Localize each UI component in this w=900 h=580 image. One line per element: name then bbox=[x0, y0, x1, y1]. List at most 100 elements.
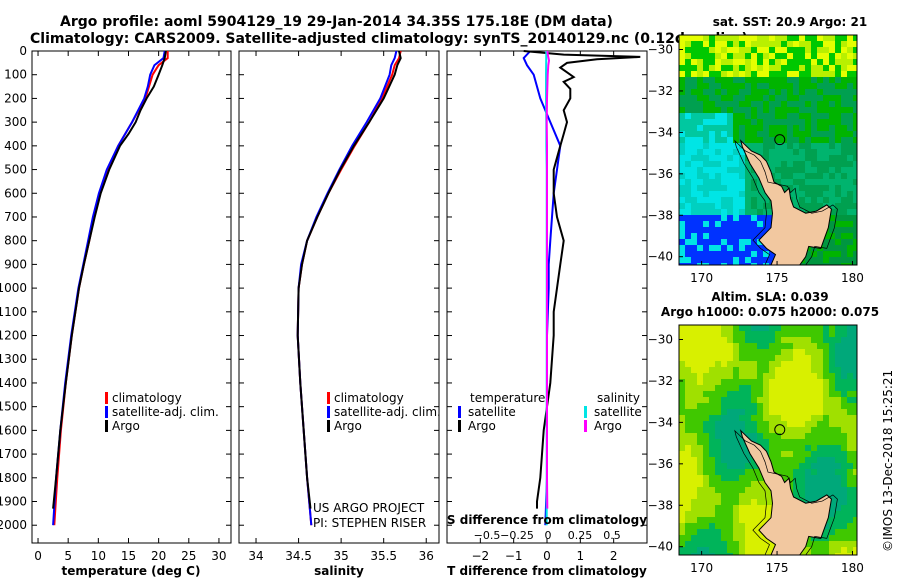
map-cell bbox=[739, 71, 745, 77]
map-cell bbox=[763, 101, 769, 107]
map-cell bbox=[685, 203, 691, 209]
map-cell bbox=[757, 505, 763, 511]
map-cell bbox=[781, 331, 787, 337]
map-cell bbox=[823, 547, 829, 553]
map-cell bbox=[841, 245, 847, 251]
map-cell bbox=[679, 481, 685, 487]
map-cell bbox=[733, 547, 739, 553]
map-cell bbox=[715, 487, 721, 493]
depth-tick-label: 1100 bbox=[0, 305, 27, 319]
map-cell bbox=[715, 499, 721, 505]
map-cell bbox=[781, 83, 787, 89]
map-cell bbox=[781, 463, 787, 469]
map-cell bbox=[757, 131, 763, 137]
map-cell bbox=[811, 553, 817, 555]
map-cell bbox=[811, 547, 817, 553]
map-cell bbox=[799, 457, 805, 463]
map-cell bbox=[733, 373, 739, 379]
map-cell bbox=[715, 83, 721, 89]
map-cell bbox=[733, 535, 739, 541]
map-cell bbox=[841, 197, 847, 203]
map-cell bbox=[751, 35, 757, 41]
map-cell bbox=[853, 421, 857, 427]
map-cell bbox=[799, 415, 805, 421]
map-cell bbox=[727, 499, 733, 505]
map-cell bbox=[703, 191, 709, 197]
map-cell bbox=[703, 403, 709, 409]
map-cell bbox=[841, 83, 847, 89]
map-cell bbox=[805, 65, 811, 71]
map-cell bbox=[793, 421, 799, 427]
map-cell bbox=[853, 215, 857, 221]
map-cell bbox=[757, 233, 763, 239]
map-cell bbox=[805, 451, 811, 457]
map-cell bbox=[847, 95, 853, 101]
map-cell bbox=[841, 337, 847, 343]
map-cell bbox=[847, 355, 853, 361]
map-cell bbox=[793, 403, 799, 409]
map-cell bbox=[739, 337, 745, 343]
map-cell bbox=[685, 541, 691, 547]
map-cell bbox=[835, 95, 841, 101]
map-cell bbox=[829, 445, 835, 451]
map-cell bbox=[691, 511, 697, 517]
map-cell bbox=[739, 95, 745, 101]
map-cell bbox=[829, 409, 835, 415]
map-cell bbox=[811, 373, 817, 379]
map-cell bbox=[817, 143, 823, 149]
map-cell bbox=[715, 77, 721, 83]
map-cell bbox=[721, 343, 727, 349]
map-cell bbox=[745, 415, 751, 421]
map-cell bbox=[739, 439, 745, 445]
map-cell bbox=[769, 47, 775, 53]
map-cell bbox=[853, 451, 857, 457]
map-cell bbox=[691, 367, 697, 373]
map-cell bbox=[739, 191, 745, 197]
map-cell bbox=[841, 71, 847, 77]
bathymetry-contour bbox=[734, 429, 838, 555]
map-cell bbox=[805, 173, 811, 179]
map-cell bbox=[763, 257, 769, 263]
map-cell bbox=[697, 367, 703, 373]
map-cell bbox=[751, 173, 757, 179]
map-cell bbox=[739, 137, 745, 143]
map-cell bbox=[685, 197, 691, 203]
map-cell bbox=[715, 439, 721, 445]
map-cell bbox=[697, 415, 703, 421]
legend-swatch-climatology bbox=[327, 392, 330, 404]
map-cell bbox=[727, 373, 733, 379]
map-cell bbox=[691, 325, 697, 331]
map-cell bbox=[751, 367, 757, 373]
map-cell bbox=[727, 35, 733, 41]
map-cell bbox=[847, 215, 853, 221]
map-cell bbox=[679, 143, 685, 149]
depth-tick-label: 500 bbox=[4, 163, 27, 177]
map-cell bbox=[697, 95, 703, 101]
map-cell bbox=[739, 541, 745, 547]
map-cell bbox=[697, 221, 703, 227]
map-cell bbox=[847, 35, 853, 41]
map-cell bbox=[769, 433, 775, 439]
map-cell bbox=[781, 35, 787, 41]
map-cell bbox=[685, 113, 691, 119]
map-cell bbox=[811, 197, 817, 203]
map-cell bbox=[691, 361, 697, 367]
map-cell bbox=[709, 107, 715, 113]
map-cell bbox=[787, 445, 793, 451]
map-cell bbox=[703, 47, 709, 53]
map-cell bbox=[805, 47, 811, 53]
map-cell bbox=[745, 215, 751, 221]
map-cell bbox=[763, 83, 769, 89]
temperature-legend: climatology satellite-adj. clim. Argo bbox=[105, 391, 219, 433]
map-cell bbox=[799, 433, 805, 439]
map-cell bbox=[739, 239, 745, 245]
map-cell bbox=[787, 361, 793, 367]
map-cell bbox=[691, 143, 697, 149]
map-cell bbox=[781, 433, 787, 439]
map-cell bbox=[787, 421, 793, 427]
map-cell bbox=[745, 541, 751, 547]
map-cell bbox=[739, 445, 745, 451]
map-cell bbox=[679, 155, 685, 161]
map-cell bbox=[769, 143, 775, 149]
